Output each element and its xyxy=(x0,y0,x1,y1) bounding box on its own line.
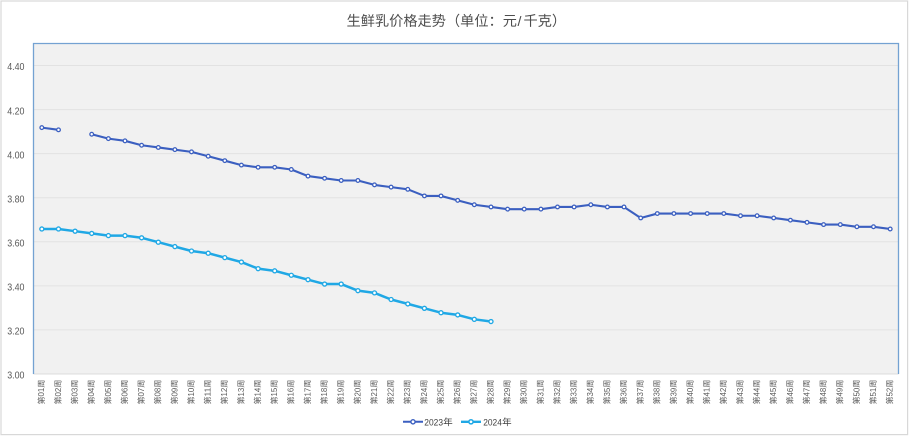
svg-text:33: 33 xyxy=(570,387,579,396)
svg-text:45: 45 xyxy=(769,387,778,396)
svg-text:13: 13 xyxy=(237,387,246,396)
svg-text:43: 43 xyxy=(736,387,745,396)
svg-text:39: 39 xyxy=(669,387,678,396)
svg-text:51: 51 xyxy=(869,387,878,396)
svg-text:2023: 2023 xyxy=(424,417,443,428)
svg-text:06: 06 xyxy=(120,387,129,396)
svg-text:29: 29 xyxy=(503,387,512,396)
svg-text:36: 36 xyxy=(619,387,628,396)
svg-text:17: 17 xyxy=(303,387,312,396)
svg-text:11: 11 xyxy=(204,387,213,396)
svg-text:22: 22 xyxy=(387,387,396,396)
svg-text:07: 07 xyxy=(137,387,146,396)
svg-text:30: 30 xyxy=(520,387,529,396)
svg-text:08: 08 xyxy=(154,387,163,396)
svg-text:4.20: 4.20 xyxy=(7,106,25,117)
svg-text:49: 49 xyxy=(836,387,845,396)
svg-text:2024: 2024 xyxy=(483,417,502,428)
svg-text:35: 35 xyxy=(603,387,612,396)
svg-text:3.40: 3.40 xyxy=(7,283,25,294)
svg-text:48: 48 xyxy=(819,387,828,396)
svg-text:3.60: 3.60 xyxy=(7,239,25,250)
svg-text:32: 32 xyxy=(553,387,562,396)
svg-text:14: 14 xyxy=(253,387,262,396)
svg-text:16: 16 xyxy=(287,387,296,396)
svg-text:34: 34 xyxy=(586,387,595,396)
svg-text:19: 19 xyxy=(337,387,346,396)
svg-text:20: 20 xyxy=(353,387,362,396)
svg-text:38: 38 xyxy=(653,387,662,396)
svg-text:3.00: 3.00 xyxy=(7,371,25,382)
svg-text:3.80: 3.80 xyxy=(7,194,25,205)
svg-text:4.40: 4.40 xyxy=(7,62,25,73)
svg-text:10: 10 xyxy=(187,387,196,396)
svg-text:24: 24 xyxy=(420,387,429,396)
svg-text:31: 31 xyxy=(536,387,545,396)
svg-text:15: 15 xyxy=(270,387,279,396)
svg-text:37: 37 xyxy=(636,387,645,396)
svg-text:/: / xyxy=(518,14,522,30)
svg-text:05: 05 xyxy=(104,387,113,396)
svg-text:41: 41 xyxy=(703,387,712,396)
svg-text:09: 09 xyxy=(170,387,179,396)
svg-text:26: 26 xyxy=(453,387,462,396)
svg-text:21: 21 xyxy=(370,387,379,396)
svg-text:47: 47 xyxy=(802,387,811,396)
svg-text:03: 03 xyxy=(70,387,79,396)
svg-text:18: 18 xyxy=(320,387,329,396)
svg-text:50: 50 xyxy=(852,387,861,396)
svg-text:02: 02 xyxy=(54,387,63,396)
svg-text:44: 44 xyxy=(753,387,762,396)
svg-text:04: 04 xyxy=(87,387,96,396)
svg-text:46: 46 xyxy=(786,387,795,396)
svg-text:4.00: 4.00 xyxy=(7,150,25,161)
svg-text:23: 23 xyxy=(403,387,412,396)
svg-text:27: 27 xyxy=(470,387,479,396)
svg-text:40: 40 xyxy=(686,387,695,396)
svg-text:42: 42 xyxy=(719,387,728,396)
svg-text:28: 28 xyxy=(486,387,495,396)
svg-text:12: 12 xyxy=(220,387,229,396)
svg-text:01: 01 xyxy=(37,387,46,396)
svg-text:52: 52 xyxy=(886,387,895,396)
svg-text:3.20: 3.20 xyxy=(7,327,25,338)
svg-text:25: 25 xyxy=(436,387,445,396)
